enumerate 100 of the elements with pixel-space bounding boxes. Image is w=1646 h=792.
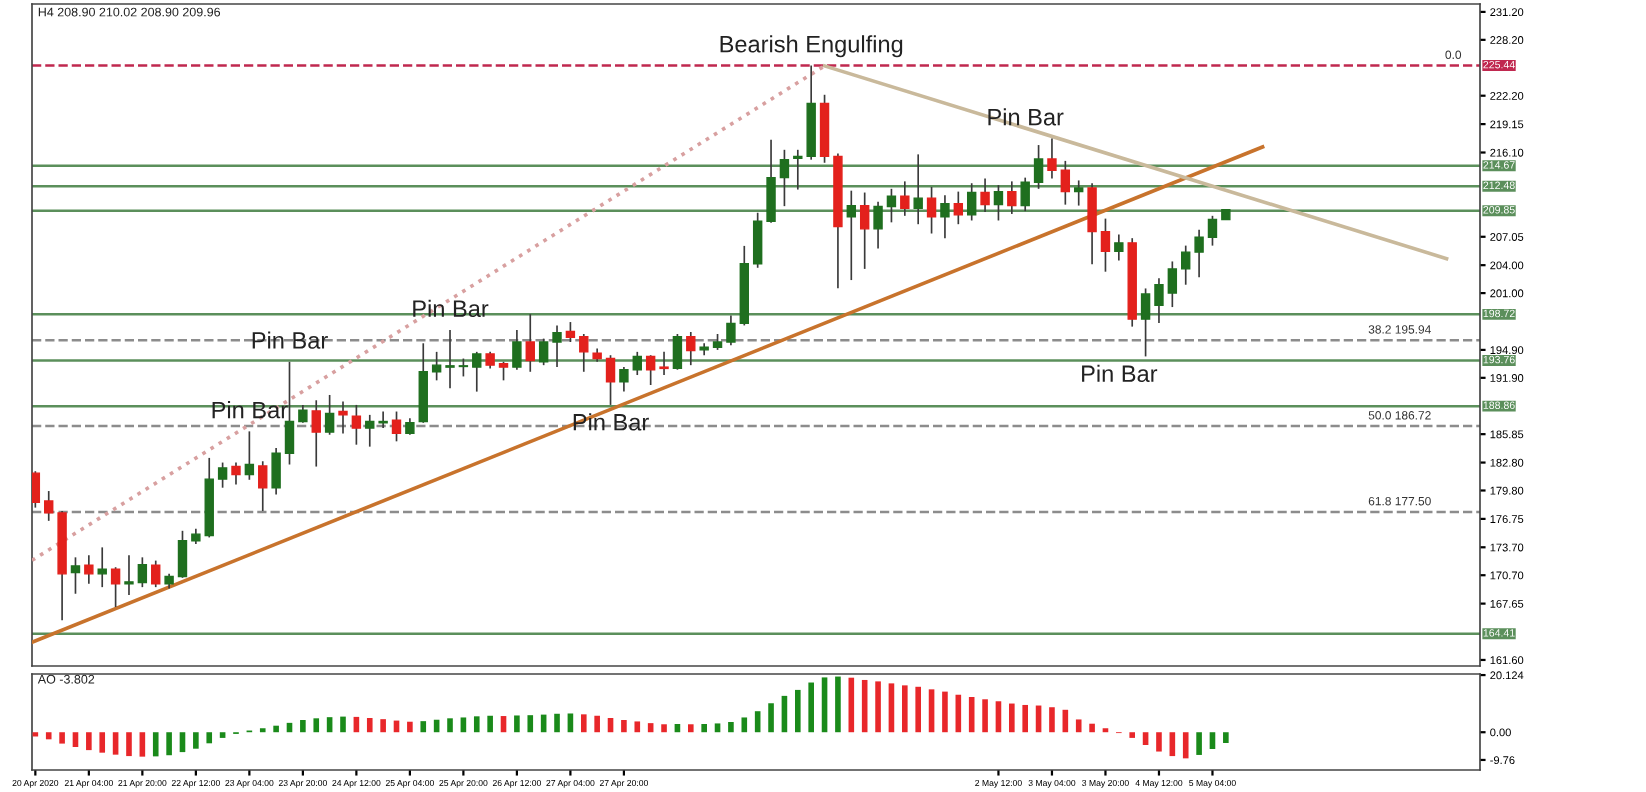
bar	[741, 717, 748, 733]
annotation: Bearish Engulfing	[720, 35, 903, 58]
bar	[621, 720, 627, 733]
candlestick	[217, 461, 228, 489]
bar	[45, 732, 52, 740]
candlestick	[1167, 260, 1178, 308]
bar	[380, 719, 386, 733]
candlestick	[538, 337, 549, 367]
bar	[1089, 723, 1095, 733]
bar	[848, 677, 855, 733]
bar	[875, 681, 881, 733]
bar	[514, 715, 520, 733]
bar	[340, 716, 346, 733]
candlestick	[873, 201, 883, 250]
bar	[942, 691, 948, 733]
candlestick	[966, 182, 977, 222]
bar	[580, 714, 587, 733]
bar	[219, 732, 226, 738]
candlestick	[619, 366, 629, 393]
candlestick	[284, 360, 295, 466]
bar	[701, 723, 707, 733]
candlestick	[351, 404, 362, 446]
bar	[902, 685, 908, 733]
candlestick	[271, 447, 281, 496]
annotation: Pin Bar	[573, 413, 649, 431]
candlestick	[659, 351, 669, 376]
bar	[407, 721, 413, 733]
candlestick	[926, 186, 937, 235]
bar	[794, 689, 801, 733]
candlestick	[779, 148, 790, 207]
candlestick	[1140, 287, 1151, 358]
candlestick	[953, 190, 964, 226]
bar	[1142, 732, 1149, 746]
candlestick	[525, 313, 535, 373]
candlestick	[472, 351, 482, 393]
bar	[661, 724, 667, 733]
candlestick	[1181, 244, 1191, 286]
annotation: Pin Bar	[252, 331, 328, 349]
candlestick	[672, 333, 683, 371]
bar	[982, 699, 988, 733]
candlestick	[766, 139, 776, 224]
candlestick	[726, 314, 736, 347]
candlestick	[1007, 180, 1017, 215]
candlestick	[177, 529, 188, 579]
bar	[1022, 704, 1029, 733]
bar	[139, 732, 146, 757]
annotation: Pin Bar	[988, 108, 1064, 126]
candlestick	[431, 351, 442, 382]
candlestick	[324, 394, 335, 436]
bar	[768, 703, 774, 733]
bar	[1223, 732, 1229, 744]
bar	[915, 686, 921, 733]
candlestick	[1060, 160, 1071, 206]
bar	[99, 732, 106, 753]
bar	[112, 732, 119, 755]
candlestick	[632, 351, 642, 376]
candlestick	[231, 461, 241, 486]
bar	[1129, 732, 1136, 738]
candlestick	[1047, 137, 1057, 180]
bar	[313, 718, 320, 733]
candlestick	[980, 177, 990, 213]
candlestick	[1020, 176, 1030, 213]
candlestick	[445, 329, 455, 390]
candlestick	[1114, 233, 1124, 262]
candlestick	[565, 321, 576, 343]
candlestick	[1087, 182, 1097, 266]
candlestick	[645, 354, 656, 386]
candlestick	[44, 490, 54, 522]
bar	[594, 715, 600, 733]
bar	[366, 718, 373, 733]
candlestick	[391, 410, 402, 443]
candlestick	[258, 460, 268, 512]
candlestick	[110, 566, 121, 608]
bar	[1169, 732, 1176, 757]
bar	[968, 697, 975, 733]
candlestick	[311, 399, 321, 468]
candlestick	[498, 360, 509, 382]
bar	[1075, 719, 1082, 733]
candlestick	[913, 153, 923, 226]
candlestick	[752, 211, 763, 269]
bar	[1156, 732, 1162, 752]
candlestick	[512, 329, 522, 371]
candlestick	[1033, 144, 1044, 190]
candlestick	[1100, 217, 1111, 273]
candlestick	[552, 324, 562, 368]
candlestick	[605, 354, 616, 406]
bar	[420, 721, 427, 733]
bar	[206, 732, 213, 744]
candlestick	[686, 331, 696, 367]
bar	[835, 676, 841, 733]
bar	[1182, 732, 1189, 759]
candlestick	[1194, 228, 1204, 279]
candlestick	[859, 191, 870, 270]
candlestick	[70, 556, 81, 595]
candlestick	[1073, 179, 1084, 207]
bar	[473, 716, 480, 733]
bar	[273, 725, 279, 733]
candlestick	[900, 180, 910, 217]
candlestick	[84, 554, 94, 585]
bar	[1196, 732, 1202, 755]
